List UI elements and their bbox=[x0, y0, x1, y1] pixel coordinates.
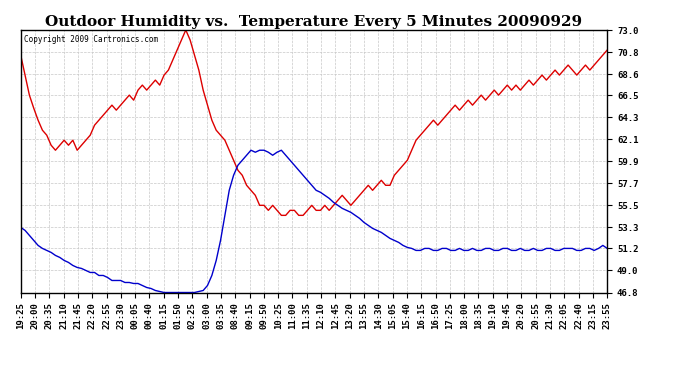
Title: Outdoor Humidity vs.  Temperature Every 5 Minutes 20090929: Outdoor Humidity vs. Temperature Every 5… bbox=[46, 15, 582, 29]
Text: Copyright 2009 Cartronics.com: Copyright 2009 Cartronics.com bbox=[23, 35, 158, 44]
